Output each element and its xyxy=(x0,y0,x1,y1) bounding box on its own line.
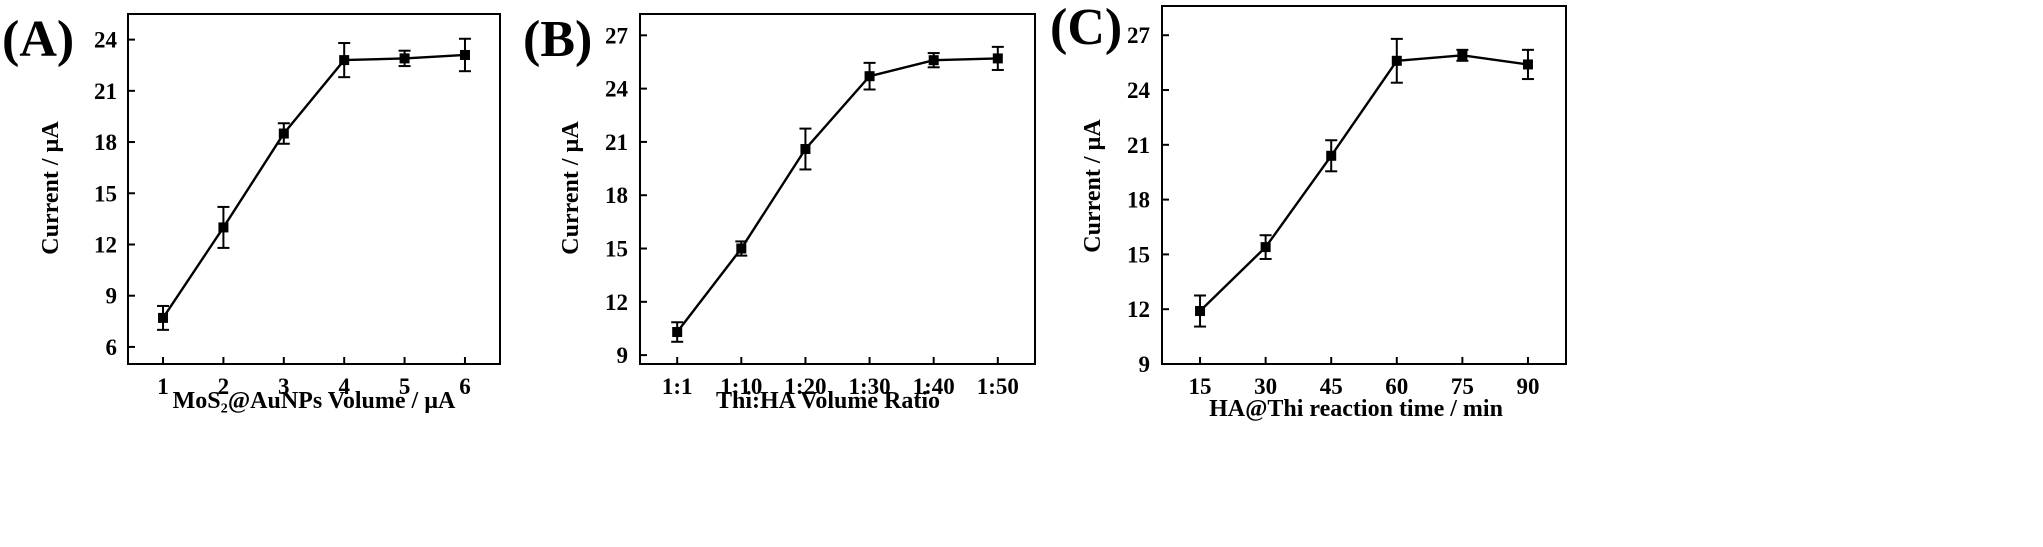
y-tick-label: 27 xyxy=(1127,23,1150,48)
y-tick-label: 18 xyxy=(605,183,628,208)
y-tick-label: 15 xyxy=(605,237,628,262)
x-axis-label: Thi:HA Volume Ratio xyxy=(716,388,940,414)
x-tick-label: 1:1 xyxy=(662,374,693,399)
x-tick-label: 90 xyxy=(1516,374,1539,399)
x-tick-label: 45 xyxy=(1320,374,1343,399)
y-tick-label: 15 xyxy=(94,181,117,206)
data-point xyxy=(459,49,470,60)
y-axis-label: Current / µA xyxy=(1080,119,1106,253)
plot-frame xyxy=(639,13,1036,365)
x-tick-label: 1:20 xyxy=(784,374,826,399)
y-axis-label: Current / µA xyxy=(38,121,64,255)
data-point xyxy=(158,312,169,323)
data-point xyxy=(1391,55,1402,66)
y-tick-label: 21 xyxy=(1127,133,1150,158)
x-tick-label: 6 xyxy=(459,374,471,399)
series-line xyxy=(162,53,466,319)
y-tick-label: 9 xyxy=(1139,352,1151,377)
y-tick-label: 15 xyxy=(1127,242,1150,267)
x-tick-label: 5 xyxy=(399,374,411,399)
y-tick-label: 12 xyxy=(1127,297,1150,322)
x-tick-label: 1 xyxy=(157,374,169,399)
x-tick-label: 75 xyxy=(1451,374,1474,399)
y-tick-label: 24 xyxy=(605,77,629,102)
x-tick-label: 3 xyxy=(278,374,290,399)
plot-frame xyxy=(127,13,501,365)
data-point xyxy=(800,144,811,155)
data-point xyxy=(864,71,875,82)
x-tick-label: 2 xyxy=(218,374,230,399)
data-point xyxy=(672,327,683,338)
y-tick-label: 24 xyxy=(1127,78,1151,103)
x-tick-label: 60 xyxy=(1385,374,1408,399)
y-tick-label: 24 xyxy=(94,28,118,53)
series-line xyxy=(1199,54,1529,312)
x-axis-label: MoS₂@AuNPs Volume / µA xyxy=(173,388,456,414)
y-tick-label: 12 xyxy=(605,290,628,315)
y-tick-label: 12 xyxy=(94,232,117,257)
data-point xyxy=(992,53,1003,64)
data-point xyxy=(1457,50,1468,61)
y-tick-label: 18 xyxy=(1127,188,1150,213)
y-tick-label: 18 xyxy=(94,130,117,155)
y-tick-label: 27 xyxy=(605,23,628,48)
y-tick-label: 9 xyxy=(617,343,629,368)
chart-panel-2: (B) 9 12 15 18 21 24 27 1:1 1:10 1:20 1:30 1:40 1:50 T… xyxy=(523,11,1036,414)
y-tick-label: 9 xyxy=(106,284,118,309)
x-tick-label: 15 xyxy=(1189,374,1212,399)
data-point xyxy=(339,55,350,66)
x-tick-label: 1:30 xyxy=(848,374,890,399)
y-axis-label: Current / µA xyxy=(558,121,584,255)
data-point xyxy=(399,53,410,64)
series-line xyxy=(676,57,998,333)
data-point xyxy=(278,128,289,139)
data-point xyxy=(736,243,747,254)
chart-panel-3: (C) 9 12 15 18 21 24 27 15 30 45 60 75 90 HA@Thi react… xyxy=(1050,0,1567,422)
data-point xyxy=(928,55,939,66)
panel-label: (B) xyxy=(523,11,592,68)
y-tick-label: 21 xyxy=(605,130,628,155)
y-tick-label: 21 xyxy=(94,79,117,104)
x-tick-label: 30 xyxy=(1254,374,1277,399)
x-tick-label: 1:50 xyxy=(977,374,1019,399)
x-tick-label: 4 xyxy=(338,374,350,399)
panel-label: (A) xyxy=(2,11,74,68)
data-point xyxy=(1260,242,1271,253)
panel-label: (C) xyxy=(1050,0,1122,56)
plot-frame xyxy=(1161,5,1567,365)
data-point xyxy=(218,222,229,233)
y-tick-label: 6 xyxy=(106,335,118,360)
data-point xyxy=(1522,59,1533,70)
x-axis-label: HA@Thi reaction time / min xyxy=(1209,396,1503,422)
data-point xyxy=(1195,306,1206,317)
data-point xyxy=(1326,150,1337,161)
x-tick-label: 1:40 xyxy=(913,374,955,399)
x-tick-label: 1:10 xyxy=(720,374,762,399)
